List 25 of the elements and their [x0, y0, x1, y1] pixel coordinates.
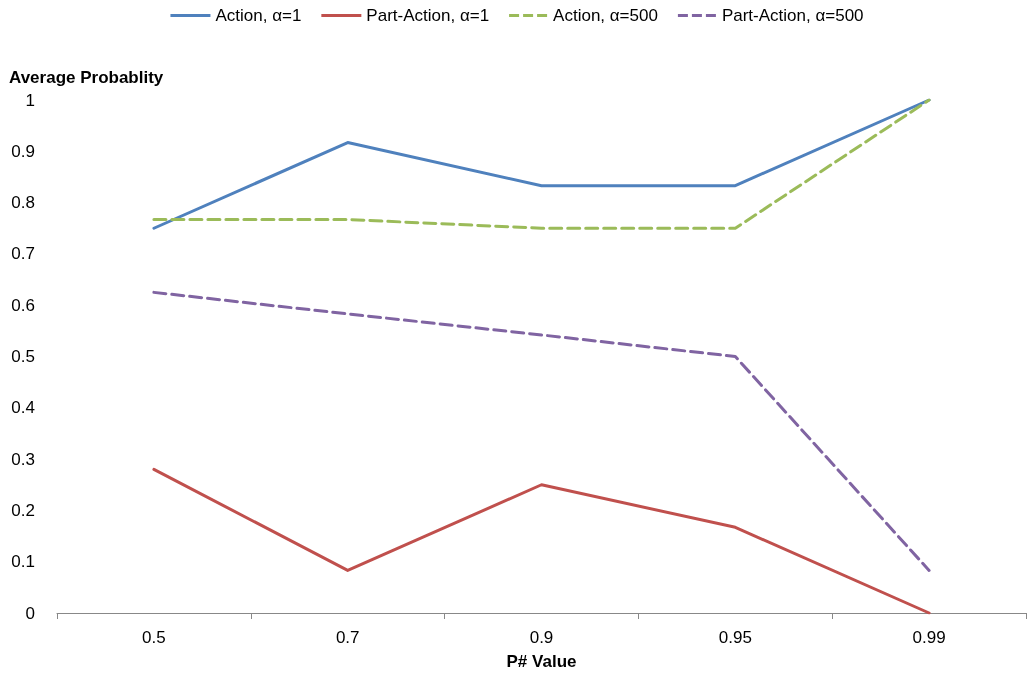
legend-label: Action, α=500 — [553, 6, 658, 25]
y-axis-title: Average Probablity — [9, 68, 164, 87]
x-tick-label: 0.7 — [335, 628, 360, 647]
y-tick-label: 0.1 — [11, 552, 35, 572]
y-tick-label: 0.2 — [11, 500, 35, 520]
line-series — [152, 290, 931, 572]
legend-label: Action, α=1 — [215, 6, 302, 25]
y-tick-label: 0.8 — [11, 193, 35, 213]
legend-label: Part-Action, α=500 — [721, 6, 864, 25]
y-tick-label: 0.9 — [11, 141, 35, 161]
y-tick-label: 0.7 — [11, 244, 35, 264]
line-series — [152, 467, 931, 615]
y-tick-label: 0 — [25, 603, 35, 623]
x-tick-label: 0.9 — [529, 628, 554, 647]
x-tick-label: 0.95 — [718, 628, 752, 647]
y-tick-label: 0.5 — [11, 347, 35, 366]
y-tick-label: 1 — [25, 90, 35, 110]
x-tick-label: 0.5 — [142, 628, 166, 647]
y-tick-label: 0.4 — [11, 398, 35, 418]
y-tick-label: 0.6 — [11, 295, 35, 315]
line-series — [152, 98, 931, 230]
legend-label: Part-Action, α=1 — [366, 6, 490, 25]
x-tick-label: 0.99 — [912, 628, 946, 647]
y-tick-label: 0.3 — [11, 449, 35, 469]
x-axis-title: P# Value — [506, 652, 577, 671]
